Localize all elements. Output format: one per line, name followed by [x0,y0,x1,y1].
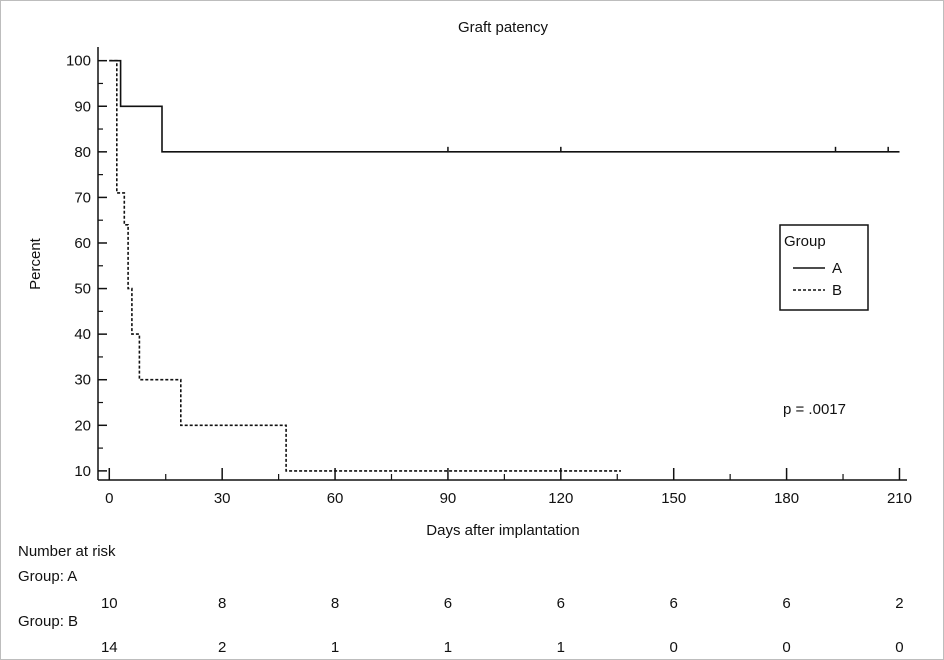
x-tick-label: 90 [440,490,457,507]
y-tick-label: 50 [74,281,91,298]
risk-group-a-label: Group: A [18,568,77,585]
risk-cell-b: 0 [670,639,678,656]
risk-cell-b: 0 [782,639,790,656]
risk-cell-a: 2 [895,595,903,612]
p-value-annotation: p = .0017 [783,401,846,418]
series-b-line [109,59,621,472]
y-axis-label: Percent [27,237,44,290]
x-tick-label: 0 [105,490,113,507]
y-tick-label: 20 [74,417,91,434]
x-tick-label: 30 [214,490,231,507]
x-tick-label: 60 [327,490,344,507]
risk-cells: 10 8 8 6 6 6 6 214 2 1 1 1 0 0 0 [101,595,904,656]
x-tick-label: 210 [887,490,912,507]
risk-cell-b: 1 [331,639,339,656]
x-axis-label: Days after implantation [426,522,579,539]
series-layer [109,59,900,472]
risk-table: Number at risk Group: A Group: B 10 8 8 6 6 6… [18,543,904,656]
risk-cell-b: 1 [444,639,452,656]
axes: 10 20 30 40 50 60 70 80 90 100 0 30 60 90 120 150 180 210 [66,47,912,507]
series-a-line [109,59,900,153]
risk-table-header: Number at risk [18,543,116,560]
legend-label-a: A [832,260,842,277]
y-tick-label: 70 [74,189,91,206]
risk-cell-a: 6 [782,595,790,612]
x-tick-label: 150 [661,490,686,507]
x-tick-label: 180 [774,490,799,507]
risk-group-b-label: Group: B [18,613,78,630]
risk-cell-a: 10 [101,595,118,612]
risk-cell-b: 1 [557,639,565,656]
legend-label-b: B [832,282,842,299]
risk-cell-a: 6 [557,595,565,612]
risk-cell-a: 6 [670,595,678,612]
y-tick-label: 80 [74,144,91,161]
y-tick-label: 60 [74,235,91,252]
risk-cell-a: 6 [444,595,452,612]
legend-title: Group [784,233,826,250]
risk-cell-b: 2 [218,639,226,656]
legend: Group A B [779,224,869,311]
y-tick-label: 40 [74,326,91,343]
y-tick-label: 10 [74,463,91,480]
risk-cell-a: 8 [218,595,226,612]
y-tick-label: 100 [66,53,91,70]
risk-cell-a: 8 [331,595,339,612]
chart-title: Graft patency [458,19,549,36]
risk-cell-b: 0 [895,639,903,656]
x-tick-label: 120 [548,490,573,507]
y-tick-label: 30 [74,372,91,389]
y-tick-label: 90 [74,98,91,115]
risk-cell-b: 14 [101,639,118,656]
